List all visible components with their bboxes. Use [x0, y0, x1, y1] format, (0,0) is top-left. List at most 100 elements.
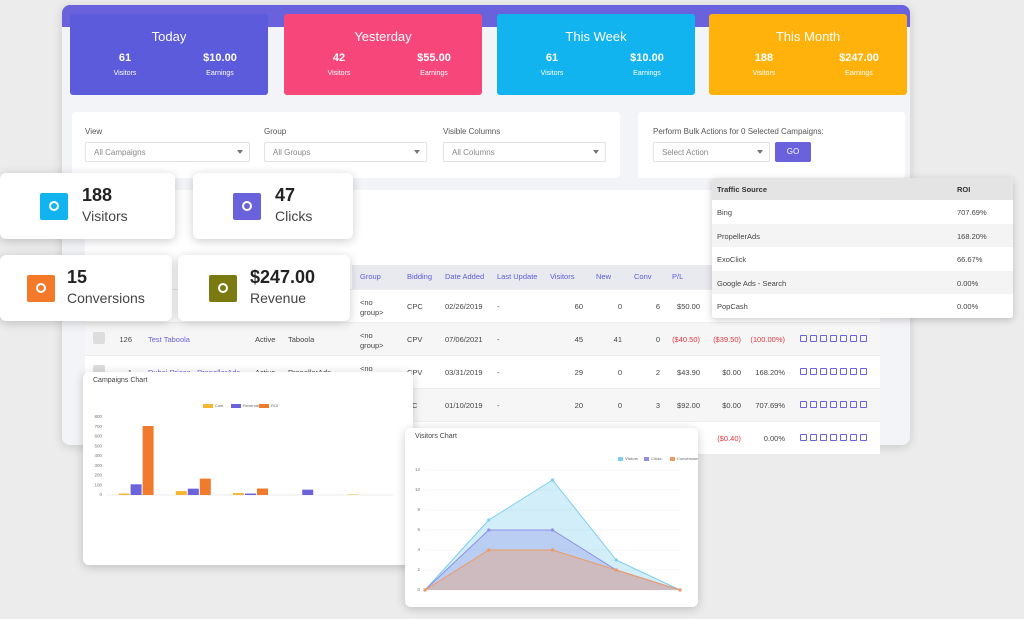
action-icon[interactable] — [830, 434, 837, 441]
bar — [245, 493, 256, 495]
action-icon[interactable] — [820, 401, 827, 408]
action-icon[interactable] — [810, 335, 817, 342]
action-icon[interactable] — [810, 434, 817, 441]
select[interactable]: All Columns — [443, 142, 606, 162]
stat-visitors: 188 — [754, 52, 774, 64]
action-icon[interactable] — [860, 368, 867, 375]
action-icon[interactable] — [830, 335, 837, 342]
chart-card: Visitors Chart 0 2 4 6 8 10 12 Visitors Clicks Con… — [405, 428, 698, 607]
traffic-row — [712, 294, 1013, 318]
traffic-header-cell: ROI — [957, 185, 971, 194]
table-cell: 01/10/2019 — [445, 401, 483, 410]
kpi-icon — [209, 275, 237, 302]
action-icon[interactable] — [840, 401, 847, 408]
y-tick-label: 0 — [417, 587, 420, 592]
y-tick-label: 300 — [94, 463, 102, 468]
legend-label: Clicks — [651, 456, 662, 461]
table-cell: $0.00 — [722, 368, 741, 377]
table-cell: 0 — [617, 401, 622, 410]
bar — [175, 491, 187, 495]
stat-earnings: $247.00 — [839, 52, 879, 64]
kpi-card: 188 Visitors — [0, 173, 175, 239]
legend-label: Cost — [215, 403, 224, 408]
stat-title: Yesterday — [354, 29, 412, 44]
kpi-value: 15 — [67, 267, 88, 287]
action-icon[interactable] — [830, 368, 837, 375]
table-cell: 07/06/2021 — [445, 335, 483, 344]
kpi-value: $247.00 — [250, 267, 316, 287]
chart-card: Campaigns Chart 0 100 200 300 400 500 600 700 800… — [83, 372, 413, 565]
y-tick-label: 10 — [415, 487, 421, 492]
legend-label: ROI — [271, 403, 278, 408]
y-tick-label: 400 — [94, 453, 102, 458]
campaign-link[interactable]: Test Taboola — [148, 335, 190, 344]
column-header: Date Added — [445, 272, 485, 281]
select[interactable]: All Groups — [264, 142, 427, 162]
action-icon[interactable] — [850, 335, 857, 342]
area — [425, 550, 680, 590]
kpi-icon — [40, 193, 68, 220]
action-icon[interactable] — [810, 401, 817, 408]
y-tick-label: 800 — [94, 414, 102, 419]
stat-earnings-label: Earnings — [206, 70, 234, 77]
table-cell: Active — [255, 335, 276, 344]
kpi-value: 47 — [275, 185, 296, 205]
column-header: Conv — [634, 272, 652, 281]
y-tick-label: 8 — [417, 507, 420, 512]
action-icon[interactable] — [820, 368, 827, 375]
chart-title: Visitors Chart — [415, 433, 457, 440]
traffic-row — [712, 247, 1013, 271]
legend-label: Visitors — [625, 456, 638, 461]
table-cell: 0 — [617, 368, 622, 377]
select[interactable]: All Campaigns — [85, 142, 250, 162]
action-icon[interactable] — [820, 434, 827, 441]
table-cell: Taboola — [288, 335, 315, 344]
legend-label: Conversions — [677, 456, 698, 461]
column-header: Bidding — [407, 272, 433, 281]
action-icon[interactable] — [800, 434, 807, 441]
point — [487, 548, 491, 552]
select-value: All Groups — [273, 148, 311, 157]
select[interactable]: Select Action — [653, 142, 770, 162]
stat-card: This Month 188 Visitors $247.00 Earnings — [709, 14, 907, 95]
table-cell: <no group> — [360, 331, 384, 350]
point — [487, 528, 491, 532]
table-cell: 20 — [574, 401, 583, 410]
bar — [233, 493, 244, 495]
traffic-row — [712, 223, 1013, 248]
action-icon[interactable] — [840, 434, 847, 441]
action-icon[interactable] — [860, 434, 867, 441]
filter-label: Perform Bulk Actions for 0 Selected Camp… — [653, 127, 824, 136]
kpi-icon — [233, 193, 261, 220]
stat-title: This Month — [775, 29, 841, 44]
traffic-row — [712, 200, 1013, 224]
action-icon[interactable] — [840, 335, 847, 342]
table-cell: 41 — [613, 335, 622, 344]
stat-earnings-label: Earnings — [633, 70, 661, 77]
column-header: P/L — [672, 272, 684, 281]
action-icon[interactable] — [800, 401, 807, 408]
stat-card: This Week 61 Visitors $10.00 Earnings — [497, 14, 695, 95]
action-icon[interactable] — [830, 401, 837, 408]
action-icon[interactable] — [860, 335, 867, 342]
kpi-label: Clicks — [275, 208, 313, 224]
go-button[interactable]: GO — [775, 142, 811, 162]
traffic-roi: 66.67% — [957, 255, 983, 265]
action-icon[interactable] — [810, 368, 817, 375]
traffic-roi: 707.69% — [957, 208, 987, 217]
action-icon[interactable] — [850, 434, 857, 441]
action-icon[interactable] — [850, 401, 857, 408]
stat-earnings: $10.00 — [203, 52, 237, 64]
filter-label: Group — [264, 127, 287, 136]
action-icon[interactable] — [820, 335, 827, 342]
action-icon[interactable] — [800, 335, 807, 342]
legend-swatch — [203, 404, 213, 408]
kpi-card: 15 Conversions — [0, 255, 172, 321]
action-icon[interactable] — [800, 368, 807, 375]
action-icon[interactable] — [850, 368, 857, 375]
row-checkbox[interactable] — [93, 332, 105, 344]
table-cell: 60 — [574, 302, 583, 311]
y-tick-label: 0 — [99, 492, 102, 497]
action-icon[interactable] — [860, 401, 867, 408]
action-icon[interactable] — [840, 368, 847, 375]
